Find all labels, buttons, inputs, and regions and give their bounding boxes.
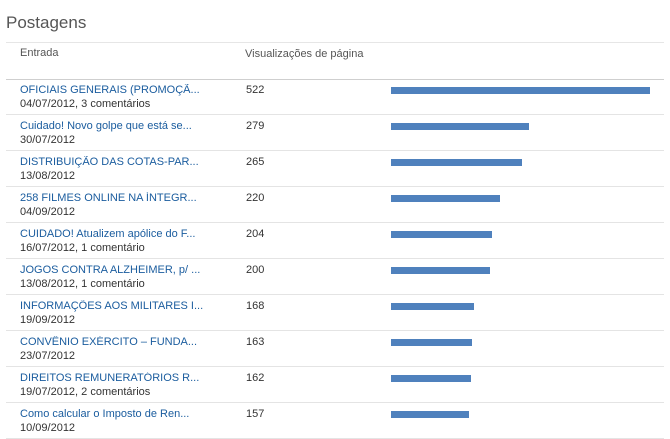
views-bar: [391, 87, 650, 94]
views-bar: [391, 231, 492, 238]
views-bar: [391, 411, 469, 418]
post-meta: 19/07/2012, 2 comentários: [20, 386, 151, 398]
table-row: 258 FILMES ONLINE NA ÍNTEGR... 04/09/201…: [6, 187, 664, 223]
view-count: 522: [246, 84, 265, 96]
views-bar: [391, 339, 472, 346]
views-bar: [391, 123, 529, 130]
post-meta: 19/09/2012: [20, 314, 76, 326]
post-title-link[interactable]: JOGOS CONTRA ALZHEIMER, p/ ...: [20, 264, 201, 276]
table-row: Cuidado! Novo golpe que está se... 30/07…: [6, 115, 664, 151]
post-meta: 13/08/2012, 1 comentário: [20, 278, 145, 290]
table-row: DISTRIBUIÇÃO DAS COTAS-PAR... 13/08/2012…: [6, 151, 664, 187]
post-title-link[interactable]: CONVÊNIO EXÉRCITO – FUNDA...: [20, 336, 198, 348]
post-meta: 04/07/2012, 3 comentários: [20, 98, 151, 110]
view-count: 220: [246, 192, 265, 204]
post-title-link[interactable]: Cuidado! Novo golpe que está se...: [20, 120, 192, 132]
views-bar: [391, 159, 522, 166]
panel-title: Postagens: [6, 13, 87, 32]
views-bar: [391, 195, 500, 202]
table-row: INFORMAÇÕES AOS MILITARES I... 19/09/201…: [6, 295, 664, 331]
view-count: 157: [246, 408, 265, 420]
view-count: 162: [246, 372, 265, 384]
views-bar: [391, 375, 471, 382]
post-title-link[interactable]: Como calcular o Imposto de Ren...: [20, 408, 190, 420]
post-meta: 04/09/2012: [20, 206, 76, 218]
post-title-link[interactable]: DIREITOS REMUNERATÓRIOS R...: [20, 372, 200, 384]
views-bar: [391, 303, 474, 310]
table-row: Como calcular o Imposto de Ren... 10/09/…: [6, 403, 664, 439]
view-count: 204: [246, 228, 265, 240]
table-row: CONVÊNIO EXÉRCITO – FUNDA... 23/07/2012 …: [6, 331, 664, 367]
post-meta: 10/09/2012: [20, 422, 76, 434]
post-title-link[interactable]: CUIDADO! Atualizem apólice do F...: [20, 228, 196, 240]
view-count: 168: [246, 300, 265, 312]
post-title-link[interactable]: 258 FILMES ONLINE NA ÍNTEGR...: [20, 192, 197, 204]
post-meta: 23/07/2012: [20, 350, 76, 362]
view-count: 265: [246, 156, 265, 168]
table-row: DIREITOS REMUNERATÓRIOS R... 19/07/2012,…: [6, 367, 664, 403]
column-header-views: Visualizações de página: [245, 48, 364, 60]
table-row: JOGOS CONTRA ALZHEIMER, p/ ... 13/08/201…: [6, 259, 664, 295]
view-count: 200: [246, 264, 265, 276]
post-meta: 13/08/2012: [20, 170, 76, 182]
table-row: CUIDADO! Atualizem apólice do F... 16/07…: [6, 223, 664, 259]
table-header: Entrada Visualizações de página: [6, 42, 664, 80]
view-count: 279: [246, 120, 265, 132]
view-count: 163: [246, 336, 265, 348]
post-title-link[interactable]: OFICIAIS GENERAIS (PROMOÇÃ...: [20, 84, 200, 96]
post-title-link[interactable]: INFORMAÇÕES AOS MILITARES I...: [20, 300, 204, 312]
post-meta: 30/07/2012: [20, 134, 76, 146]
post-meta: 16/07/2012, 1 comentário: [20, 242, 145, 254]
views-bar: [391, 267, 490, 274]
column-header-entry: Entrada: [20, 47, 59, 59]
post-title-link[interactable]: DISTRIBUIÇÃO DAS COTAS-PAR...: [20, 156, 199, 168]
table-row: OFICIAIS GENERAIS (PROMOÇÃ... 04/07/2012…: [6, 79, 664, 115]
posts-table-body: OFICIAIS GENERAIS (PROMOÇÃ... 04/07/2012…: [6, 79, 664, 439]
